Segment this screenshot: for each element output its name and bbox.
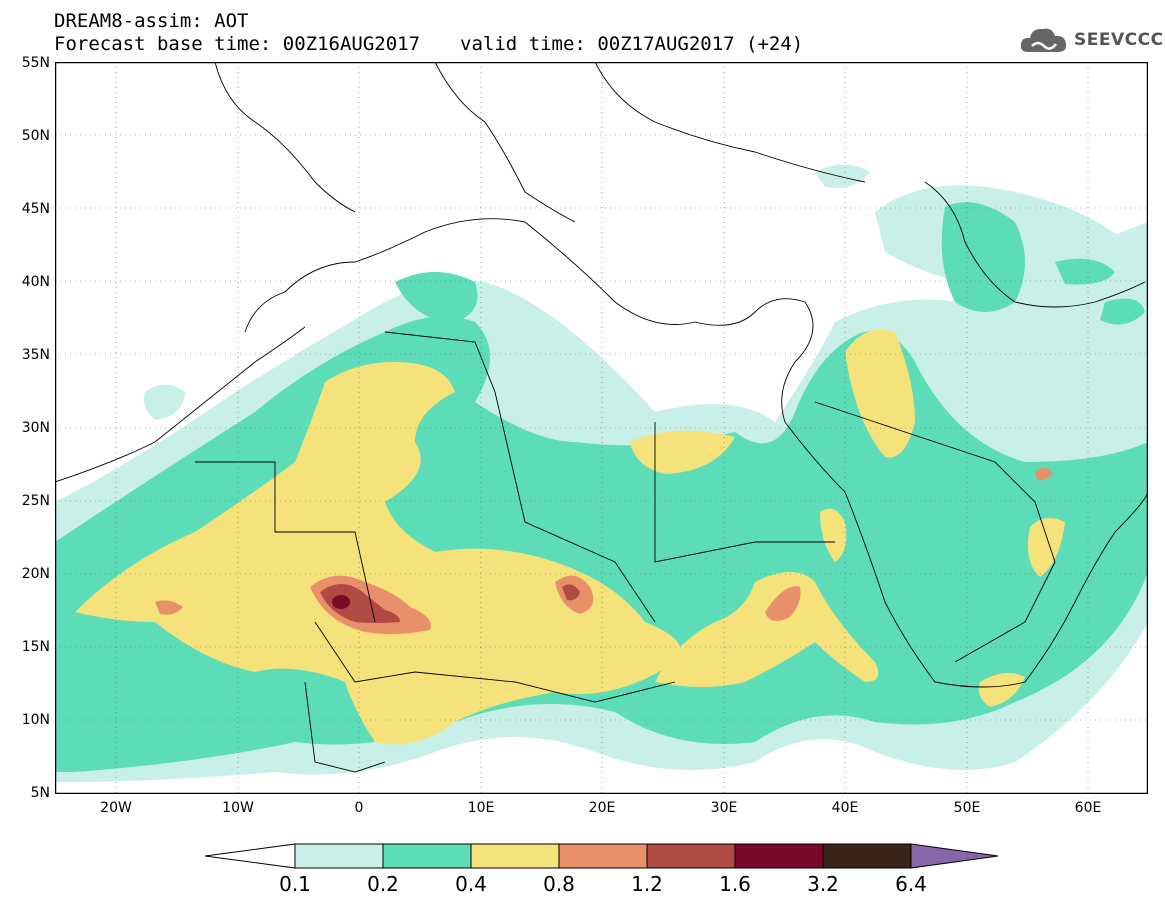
lon-label-50e: 50E xyxy=(953,800,981,816)
colorbar-segment-below xyxy=(205,843,296,869)
colorbar-segment-1 xyxy=(294,843,384,869)
graticule xyxy=(55,62,1148,794)
forecast-times: Forecast base time: 00Z16AUG2017 valid ti… xyxy=(54,33,803,55)
colorbar-segment-6 xyxy=(734,843,824,869)
colorbar-segment-4 xyxy=(558,843,648,869)
lon-label-10e: 10E xyxy=(467,800,495,816)
aot-level-1.6 xyxy=(332,595,350,609)
lat-label-10n: 10N xyxy=(21,712,50,728)
lat-label-40n: 40N xyxy=(21,274,50,290)
lon-label-30e: 30E xyxy=(710,800,738,816)
lat-label-35n: 35N xyxy=(21,347,50,363)
lat-label-30n: 30N xyxy=(21,420,50,436)
colorbar-segment-3 xyxy=(470,843,560,869)
lon-label-10w: 10W xyxy=(222,800,254,816)
aot-map xyxy=(55,62,1148,794)
aot-level-0.4 xyxy=(75,329,1065,745)
colorbar-label-0.4: 0.4 xyxy=(455,872,487,896)
aot-level-1.2 xyxy=(320,583,580,623)
lon-label-20w: 20W xyxy=(100,800,132,816)
colorbar xyxy=(205,843,999,869)
lon-label-0: 0 xyxy=(354,800,364,816)
lon-label-20e: 20E xyxy=(588,800,616,816)
colorbar-label-0.1: 0.1 xyxy=(279,872,311,896)
colorbar-label-1.6: 1.6 xyxy=(719,872,751,896)
lat-label-20n: 20N xyxy=(21,566,50,582)
logo-text: SEEVCCC xyxy=(1074,30,1164,50)
colorbar-label-0.2: 0.2 xyxy=(367,872,399,896)
lat-label-15n: 15N xyxy=(21,639,50,655)
lon-label-40e: 40E xyxy=(831,800,859,816)
colorbar-label-3.2: 3.2 xyxy=(807,872,839,896)
colorbar-label-1.2: 1.2 xyxy=(631,872,663,896)
colorbar-segment-5 xyxy=(646,843,736,869)
cloud-logo-icon xyxy=(1020,28,1067,52)
colorbar-segment-2 xyxy=(382,843,472,869)
colorbar-segment-7 xyxy=(822,843,912,869)
lat-label-5n: 5N xyxy=(30,785,50,801)
lat-label-50n: 50N xyxy=(21,128,50,144)
base-time: Forecast base time: 00Z16AUG2017 xyxy=(54,33,421,55)
valid-time: valid time: 00Z17AUG2017 (+24) xyxy=(460,33,804,55)
map-title: DREAM8-assim: AOT xyxy=(54,10,249,32)
colorbar-label-6.4: 6.4 xyxy=(895,872,927,896)
coastlines xyxy=(55,62,1148,773)
colorbar-segment-above xyxy=(910,843,999,869)
lat-label-25n: 25N xyxy=(21,493,50,509)
lat-label-55n: 55N xyxy=(21,55,50,71)
colorbar-label-0.8: 0.8 xyxy=(543,872,575,896)
lon-label-60e: 60E xyxy=(1074,800,1102,816)
lat-label-45n: 45N xyxy=(21,201,50,217)
seevccc-logo: SEEVCCC xyxy=(1018,22,1163,58)
